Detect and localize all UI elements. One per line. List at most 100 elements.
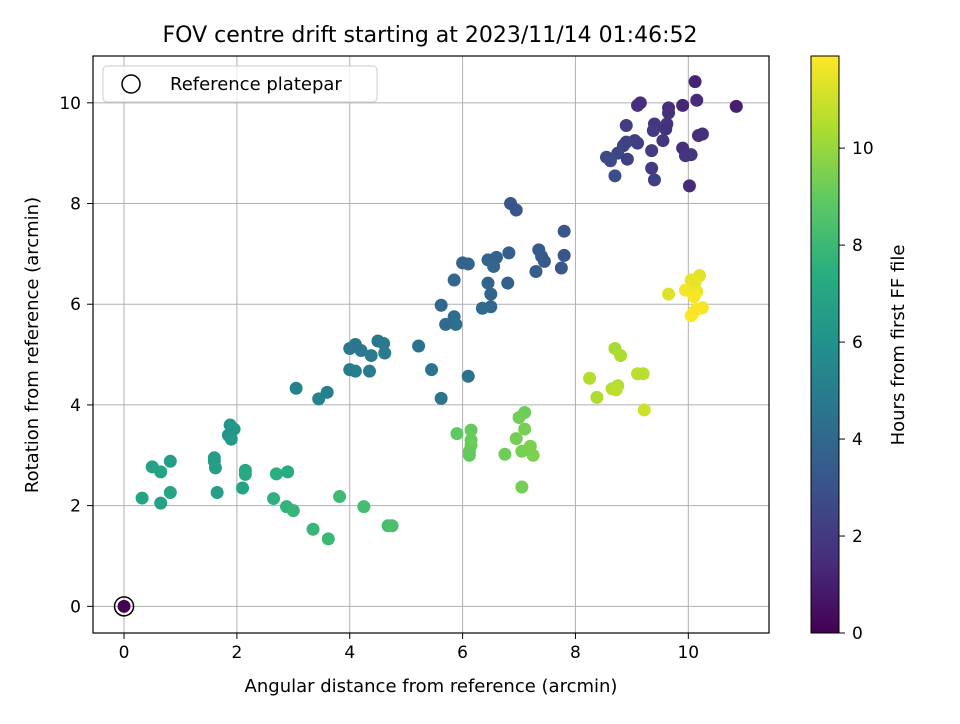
data-point xyxy=(687,290,701,304)
legend-label: Reference platepar xyxy=(170,74,342,95)
x-tick-label: 0 xyxy=(119,643,130,663)
y-axis-ticks: 0 2 4 6 8 10 xyxy=(59,94,93,617)
data-point xyxy=(117,599,131,613)
data-point xyxy=(286,504,300,518)
data-point xyxy=(603,154,617,168)
data-point xyxy=(487,259,501,273)
data-point xyxy=(163,486,177,500)
data-point xyxy=(385,519,399,533)
data-point xyxy=(502,246,516,260)
data-point xyxy=(498,447,512,461)
colorbar-tick-label: 0 xyxy=(852,624,863,644)
data-point xyxy=(682,179,696,193)
data-point xyxy=(289,381,303,395)
data-point xyxy=(364,349,378,363)
x-tick-label: 10 xyxy=(677,643,699,663)
data-point xyxy=(224,432,238,446)
data-point xyxy=(608,169,622,183)
x-tick-label: 4 xyxy=(344,643,355,663)
y-tick-label: 0 xyxy=(70,597,81,617)
data-point xyxy=(333,490,347,504)
data-point xyxy=(481,276,495,290)
data-point xyxy=(348,364,362,378)
data-point xyxy=(321,532,335,546)
data-point xyxy=(637,403,651,417)
data-point xyxy=(526,448,540,462)
colorbar: 0 2 4 6 8 10 Hours from first FF file xyxy=(810,55,909,644)
data-point xyxy=(515,444,529,458)
legend-marker-icon xyxy=(121,74,141,94)
data-point xyxy=(515,480,529,494)
data-point xyxy=(210,486,224,500)
data-point xyxy=(464,423,478,437)
colorbar-tick-label: 2 xyxy=(852,527,863,547)
data-point xyxy=(529,264,543,278)
data-point xyxy=(619,118,633,132)
data-point xyxy=(662,106,676,120)
data-point xyxy=(729,99,743,113)
data-point xyxy=(357,500,371,514)
data-point xyxy=(647,173,661,187)
reference-platepar-marker xyxy=(113,596,135,617)
x-tick-label: 2 xyxy=(231,643,242,663)
y-tick-label: 2 xyxy=(70,497,81,517)
data-point xyxy=(690,93,704,107)
data-point xyxy=(636,367,650,381)
data-point xyxy=(645,161,659,175)
y-tick-label: 8 xyxy=(70,195,81,215)
plot-area-frame xyxy=(92,55,770,634)
data-point xyxy=(281,465,295,479)
reference-marker-layer xyxy=(113,596,135,617)
data-point xyxy=(645,144,659,158)
data-point xyxy=(208,461,222,475)
data-point xyxy=(557,224,571,238)
x-axis-label: Angular distance from reference (arcmin) xyxy=(245,676,618,697)
data-point xyxy=(449,317,463,331)
data-point xyxy=(378,346,392,360)
data-point xyxy=(509,203,523,217)
data-point xyxy=(590,390,604,404)
data-point xyxy=(154,465,168,479)
colorbar-label: Hours from first FF file xyxy=(888,245,909,446)
legend: Reference platepar xyxy=(102,65,378,103)
data-point xyxy=(425,363,439,377)
data-point xyxy=(461,257,475,271)
colorbar-tick-label: 4 xyxy=(852,430,863,450)
data-point xyxy=(614,349,628,363)
data-point xyxy=(461,369,475,383)
data-point xyxy=(434,391,448,405)
data-point xyxy=(484,287,498,301)
data-point xyxy=(343,342,357,356)
data-point xyxy=(509,432,523,446)
data-point xyxy=(412,339,426,353)
data-point xyxy=(462,448,476,462)
data-point xyxy=(631,136,645,150)
data-point xyxy=(512,411,526,425)
data-point xyxy=(447,273,461,287)
data-point xyxy=(450,427,464,441)
data-point xyxy=(684,148,698,162)
data-point xyxy=(377,336,391,350)
data-point xyxy=(312,392,326,406)
data-point xyxy=(687,305,701,319)
colorbar-tick-label: 8 xyxy=(852,236,863,256)
colorbar-tick-label: 6 xyxy=(852,333,863,353)
data-point xyxy=(434,298,448,312)
data-point xyxy=(688,75,702,89)
data-point xyxy=(135,491,149,505)
data-point xyxy=(306,522,320,536)
data-point xyxy=(238,467,252,481)
data-point xyxy=(236,481,250,495)
colorbar-gradient xyxy=(810,55,840,634)
chart-title: FOV centre drift starting at 2023/11/14 … xyxy=(163,23,698,48)
data-point xyxy=(609,383,623,397)
data-point xyxy=(676,98,690,112)
data-point xyxy=(518,422,532,436)
data-point xyxy=(269,467,283,481)
x-tick-label: 8 xyxy=(570,643,581,663)
data-point xyxy=(163,454,177,468)
data-point xyxy=(659,122,673,136)
data-point xyxy=(633,96,647,110)
data-point xyxy=(475,301,489,315)
